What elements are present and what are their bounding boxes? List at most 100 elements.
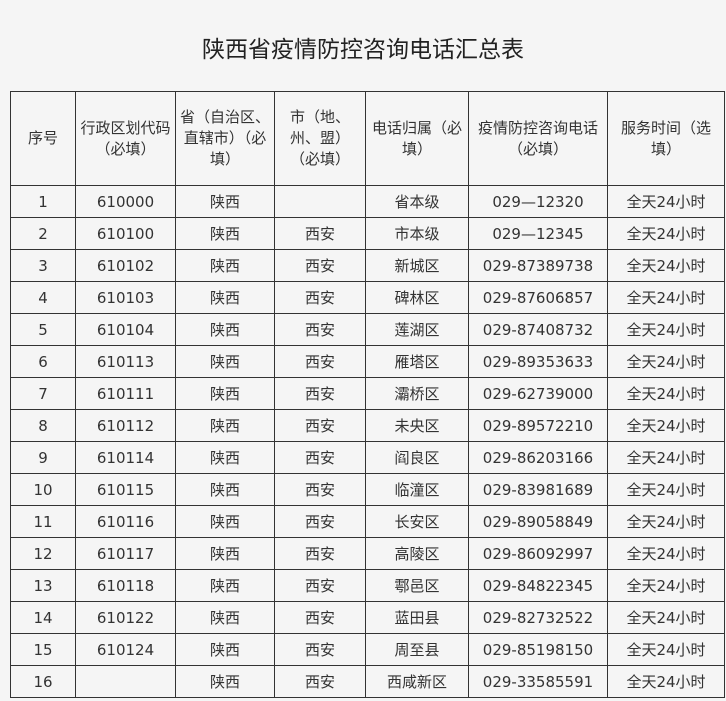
- cell-region-code: 610122: [75, 601, 176, 634]
- cell-region-code: 610116: [75, 505, 176, 538]
- cell-region-code: 610118: [75, 569, 176, 602]
- header-index: 序号: [10, 91, 76, 186]
- cell-index: 13: [10, 569, 76, 602]
- cell-province: 陕西: [175, 473, 275, 506]
- cell-phone-owner: 莲湖区: [365, 313, 469, 346]
- cell-index: 11: [10, 505, 76, 538]
- cell-phone: 029-85198150: [468, 633, 608, 666]
- cell-phone-owner: 未央区: [365, 409, 469, 442]
- table-row: 6 610113 陕西 西安 雁塔区 029-89353633 全天24小时: [10, 345, 725, 378]
- header-region-code: 行政区划代码（必填）: [75, 91, 176, 186]
- cell-index: 14: [10, 601, 76, 634]
- cell-province: 陕西: [175, 313, 275, 346]
- cell-phone-owner: 临潼区: [365, 473, 469, 506]
- cell-phone: 029-89572210: [468, 409, 608, 442]
- cell-province: 陕西: [175, 537, 275, 570]
- cell-phone: 029-84822345: [468, 569, 608, 602]
- cell-region-code: 610111: [75, 377, 176, 410]
- cell-province: 陕西: [175, 217, 275, 250]
- cell-province: 陕西: [175, 441, 275, 474]
- table-row: 5 610104 陕西 西安 莲湖区 029-87408732 全天24小时: [10, 313, 725, 346]
- cell-index: 3: [10, 249, 76, 282]
- cell-phone: 029-87389738: [468, 249, 608, 282]
- cell-service-hours: 全天24小时: [607, 185, 725, 218]
- cell-service-hours: 全天24小时: [607, 313, 725, 346]
- cell-city: 西安: [274, 345, 366, 378]
- cell-phone-owner: 周至县: [365, 633, 469, 666]
- cell-phone: 029-87408732: [468, 313, 608, 346]
- cell-index: 8: [10, 409, 76, 442]
- cell-index: 6: [10, 345, 76, 378]
- cell-index: 10: [10, 473, 76, 506]
- cell-service-hours: 全天24小时: [607, 281, 725, 314]
- cell-province: 陕西: [175, 377, 275, 410]
- cell-province: 陕西: [175, 185, 275, 218]
- table-row: 9 610114 陕西 西安 阎良区 029-86203166 全天24小时: [10, 441, 725, 474]
- table-row: 13 610118 陕西 西安 鄠邑区 029-84822345 全天24小时: [10, 569, 725, 602]
- cell-region-code: 610124: [75, 633, 176, 666]
- header-row: 序号 行政区划代码（必填） 省（自治区、直辖市）（必填） 市（地、州、盟）（必填） 电话…: [10, 91, 725, 186]
- cell-province: 陕西: [175, 569, 275, 602]
- cell-region-code: 610102: [75, 249, 176, 282]
- cell-city: 西安: [274, 665, 366, 698]
- cell-index: 4: [10, 281, 76, 314]
- cell-index: 9: [10, 441, 76, 474]
- cell-city: [274, 185, 366, 218]
- cell-service-hours: 全天24小时: [607, 473, 725, 506]
- cell-phone-owner: 长安区: [365, 505, 469, 538]
- cell-city: 西安: [274, 569, 366, 602]
- cell-phone-owner: 省本级: [365, 185, 469, 218]
- cell-service-hours: 全天24小时: [607, 217, 725, 250]
- cell-service-hours: 全天24小时: [607, 665, 725, 698]
- cell-service-hours: 全天24小时: [607, 345, 725, 378]
- cell-phone-owner: 阎良区: [365, 441, 469, 474]
- table-row: 7 610111 陕西 西安 灞桥区 029-62739000 全天24小时: [10, 377, 725, 410]
- table-row: 16 陕西 西安 西咸新区 029-33585591 全天24小时: [10, 665, 725, 698]
- cell-index: 16: [10, 665, 76, 698]
- cell-province: 陕西: [175, 249, 275, 282]
- cell-phone-owner: 西咸新区: [365, 665, 469, 698]
- cell-city: 西安: [274, 601, 366, 634]
- cell-service-hours: 全天24小时: [607, 409, 725, 442]
- cell-phone: 029-89058849: [468, 505, 608, 538]
- table-row: 11 610116 陕西 西安 长安区 029-89058849 全天24小时: [10, 505, 725, 538]
- cell-region-code: 610103: [75, 281, 176, 314]
- cell-phone: 029-82732522: [468, 601, 608, 634]
- cell-province: 陕西: [175, 633, 275, 666]
- cell-phone-owner: 碑林区: [365, 281, 469, 314]
- table-row: 12 610117 陕西 西安 高陵区 029-86092997 全天24小时: [10, 537, 725, 570]
- cell-city: 西安: [274, 473, 366, 506]
- cell-province: 陕西: [175, 281, 275, 314]
- cell-phone: 029-33585591: [468, 665, 608, 698]
- cell-index: 7: [10, 377, 76, 410]
- cell-service-hours: 全天24小时: [607, 505, 725, 538]
- header-service-hours: 服务时间（选填）: [607, 91, 725, 186]
- cell-region-code: 610113: [75, 345, 176, 378]
- cell-service-hours: 全天24小时: [607, 633, 725, 666]
- cell-region-code: 610000: [75, 185, 176, 218]
- cell-phone-owner: 鄠邑区: [365, 569, 469, 602]
- cell-phone: 029-87606857: [468, 281, 608, 314]
- cell-service-hours: 全天24小时: [607, 377, 725, 410]
- table-row: 1 610000 陕西 省本级 029—12320 全天24小时: [10, 185, 725, 218]
- table-row: 10 610115 陕西 西安 临潼区 029-83981689 全天24小时: [10, 473, 725, 506]
- cell-region-code: 610114: [75, 441, 176, 474]
- table-row: 14 610122 陕西 西安 蓝田县 029-82732522 全天24小时: [10, 601, 725, 634]
- cell-service-hours: 全天24小时: [607, 441, 725, 474]
- cell-region-code: 610112: [75, 409, 176, 442]
- cell-phone: 029—12345: [468, 217, 608, 250]
- cell-service-hours: 全天24小时: [607, 601, 725, 634]
- cell-phone: 029-89353633: [468, 345, 608, 378]
- cell-region-code: [75, 665, 176, 698]
- cell-province: 陕西: [175, 409, 275, 442]
- cell-region-code: 610104: [75, 313, 176, 346]
- cell-province: 陕西: [175, 601, 275, 634]
- cell-phone: 029—12320: [468, 185, 608, 218]
- cell-index: 15: [10, 633, 76, 666]
- cell-phone-owner: 高陵区: [365, 537, 469, 570]
- page-title: 陕西省疫情防控咨询电话汇总表: [202, 37, 524, 63]
- cell-phone: 029-86092997: [468, 537, 608, 570]
- cell-province: 陕西: [175, 665, 275, 698]
- cell-phone-owner: 雁塔区: [365, 345, 469, 378]
- cell-phone-owner: 灞桥区: [365, 377, 469, 410]
